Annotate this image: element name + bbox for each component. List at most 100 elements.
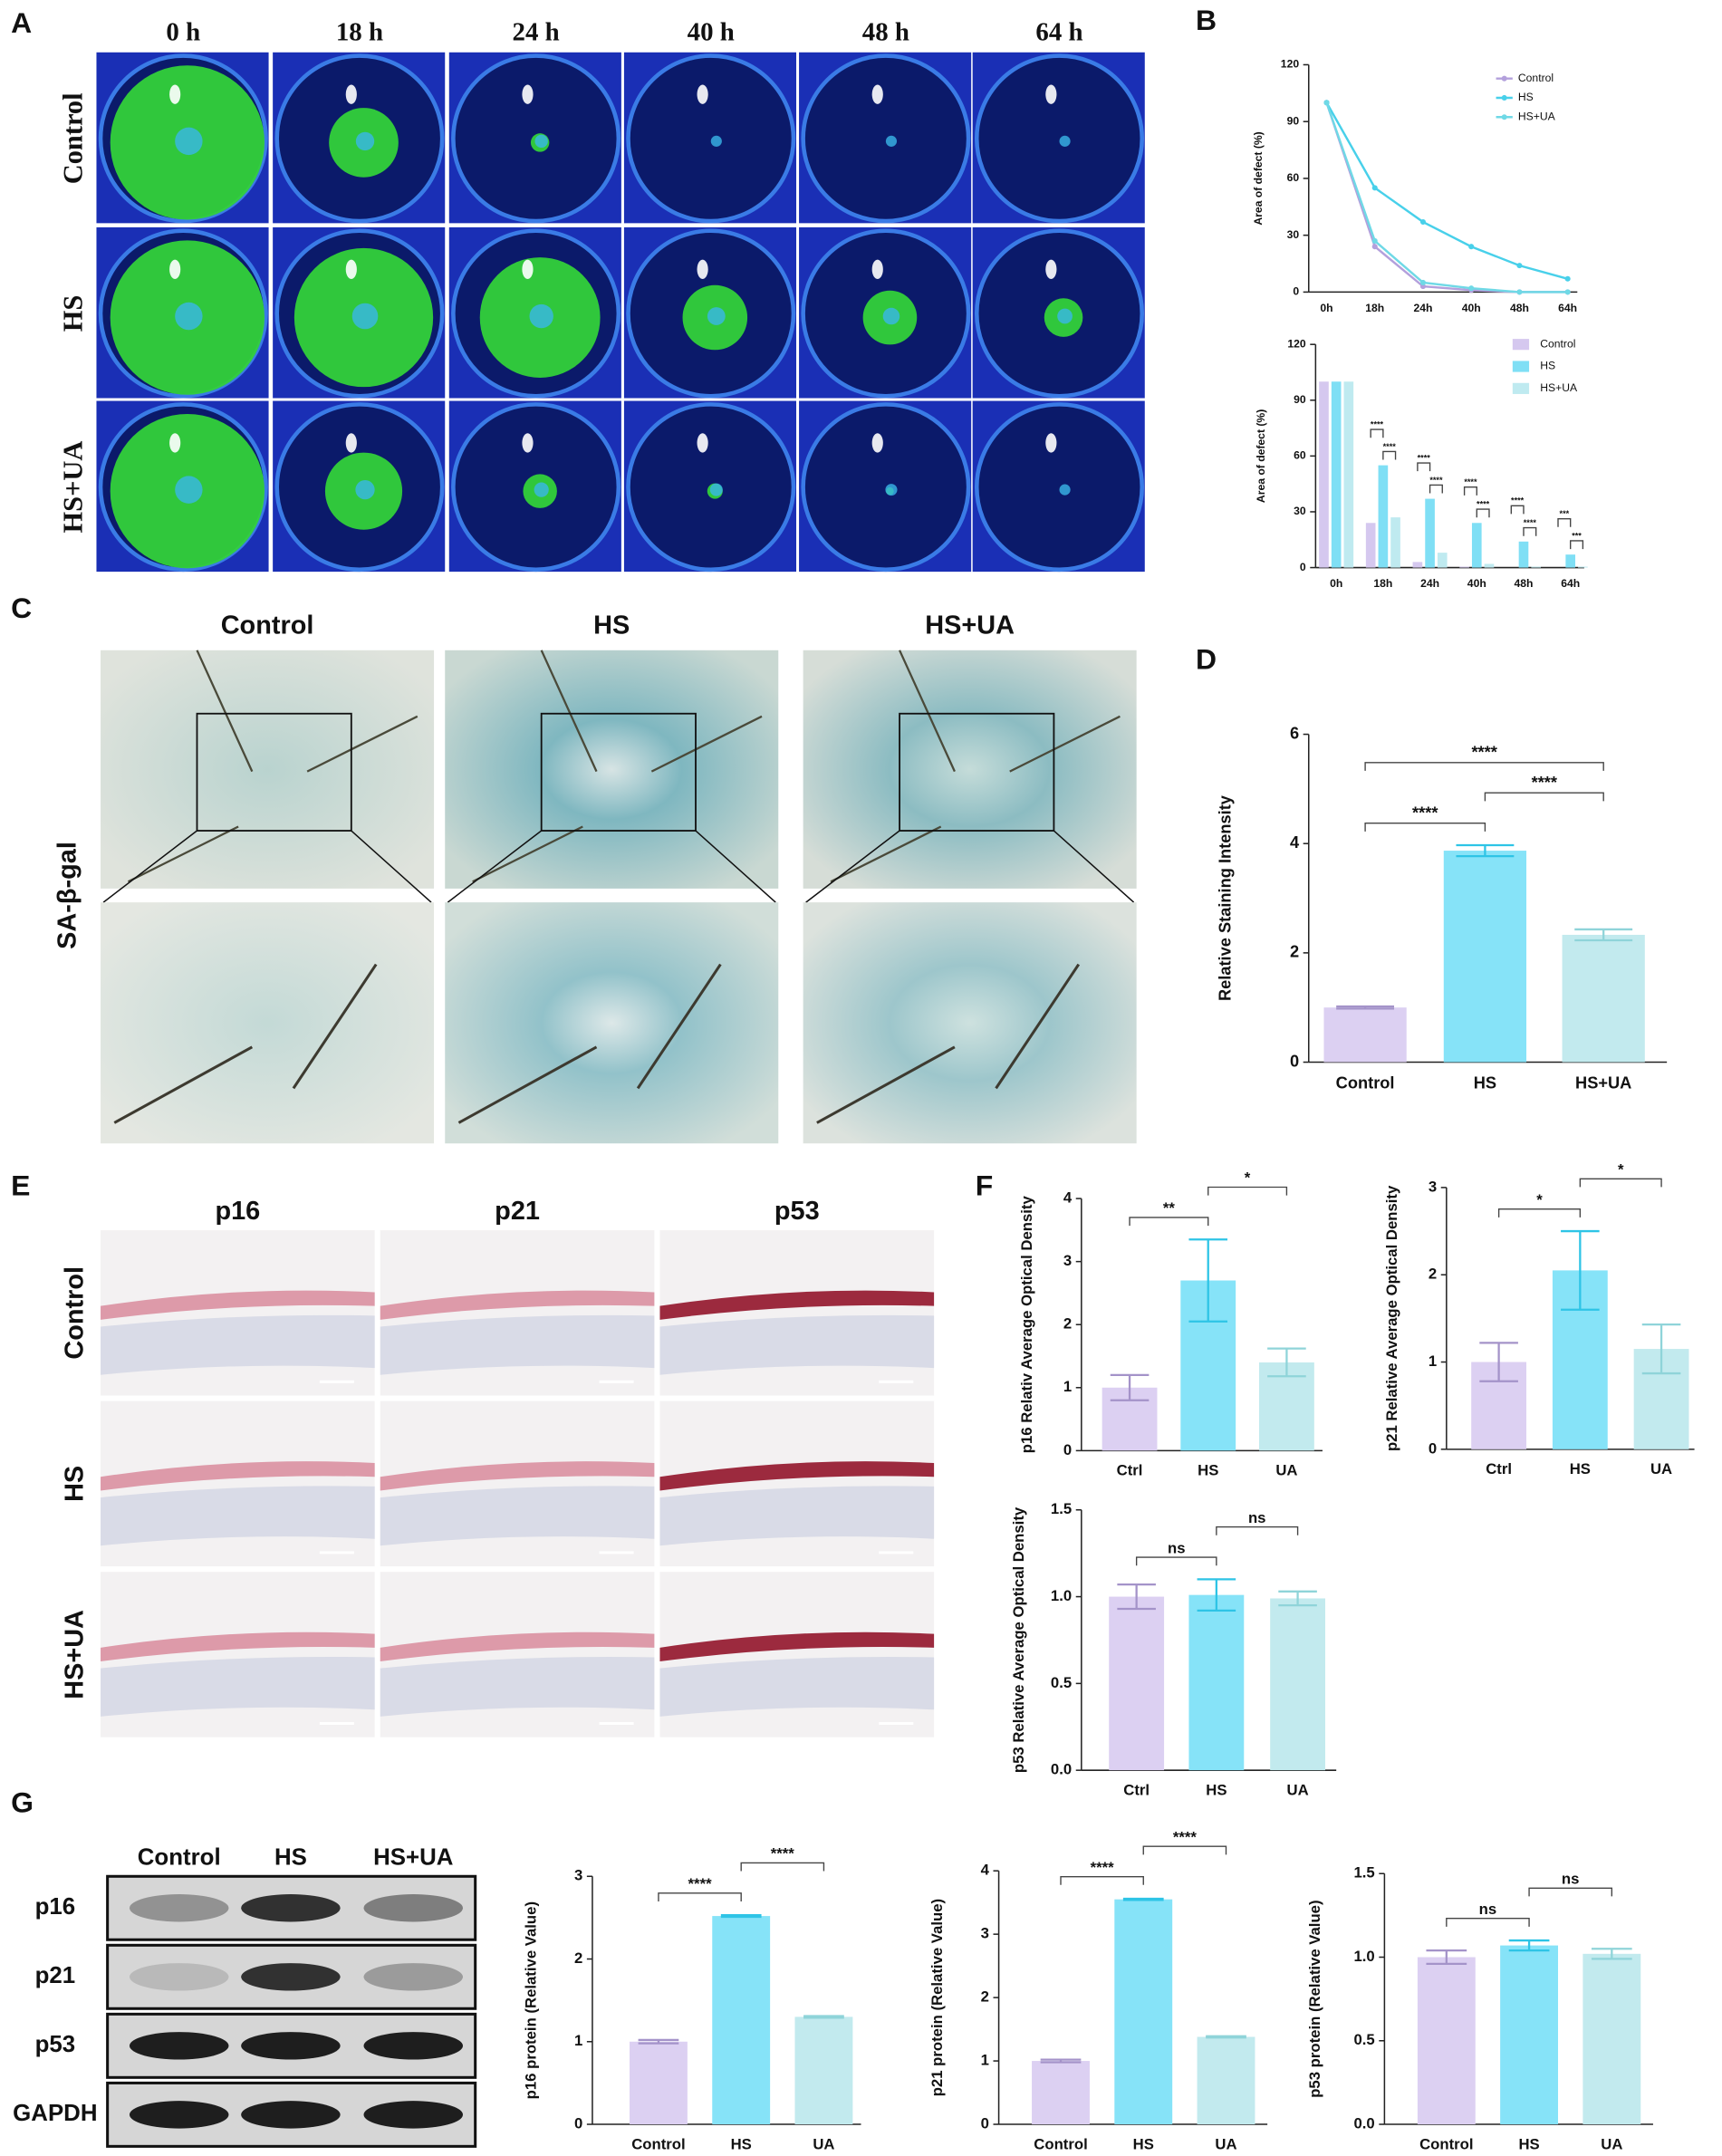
cornea-spot <box>175 476 203 504</box>
epithelium <box>101 1631 375 1662</box>
y-tick-label: 2 <box>1063 1315 1072 1333</box>
bar <box>1390 517 1400 568</box>
legend-label: Control <box>1540 337 1575 350</box>
cornea-spot <box>175 127 203 156</box>
reflection <box>1045 84 1057 104</box>
y-tick-label: 6 <box>1290 723 1299 742</box>
significance-label: **** <box>688 1875 713 1892</box>
y-tick-label: 60 <box>1294 449 1306 462</box>
significance-label: ns <box>1168 1539 1186 1556</box>
reflection <box>697 433 708 453</box>
point <box>1371 244 1378 250</box>
point <box>1468 285 1475 292</box>
point <box>1516 263 1523 269</box>
y-tick-label: 4 <box>1063 1189 1073 1206</box>
y-tick-label: 3 <box>1063 1252 1072 1269</box>
legend-label: Control <box>1518 72 1554 84</box>
marker-label: p16 <box>215 1197 260 1226</box>
stroma <box>380 1486 655 1546</box>
significance-label: **** <box>1524 518 1537 527</box>
cornea-spot <box>885 135 898 147</box>
panel-letter: C <box>11 592 32 624</box>
y-tick-label: 1 <box>1429 1352 1437 1370</box>
x-tick-label: UA <box>813 2135 834 2152</box>
significance-label: *** <box>1560 509 1570 518</box>
significance-label: * <box>1618 1160 1624 1178</box>
series-line <box>1325 101 1568 280</box>
reflection <box>169 433 181 453</box>
significance-bracket <box>1528 1887 1613 1897</box>
y-tick-label: 0.5 <box>1353 2031 1374 2048</box>
timepoint-label: 18 h <box>336 18 383 47</box>
significance-bracket <box>1463 486 1477 496</box>
significance-bracket <box>1523 526 1537 536</box>
significance-bracket <box>1142 1845 1227 1855</box>
group-label: HS <box>593 611 630 640</box>
significance-bracket <box>1476 508 1490 518</box>
significance-label: **** <box>1173 1828 1198 1845</box>
reflection <box>522 433 534 453</box>
x-tick-label: Ctrl <box>1123 1781 1150 1798</box>
cornea-spot <box>710 135 722 147</box>
x-tick-label: 24h <box>1413 302 1432 314</box>
significance-bracket <box>1364 823 1486 832</box>
x-tick-label: HS <box>1198 1462 1218 1479</box>
cornea-spot <box>885 484 898 496</box>
x-tick-label: 48h <box>1515 577 1534 590</box>
protein-label: p21 <box>35 1963 76 1988</box>
protein-label: p53 <box>35 2032 76 2057</box>
x-tick-label: Ctrl <box>1486 1460 1512 1477</box>
x-tick-label: HS <box>1570 1460 1591 1477</box>
cornea-spot <box>1057 308 1073 324</box>
point <box>1371 185 1378 191</box>
stroma <box>659 1486 935 1546</box>
significance-bracket <box>1135 1556 1217 1566</box>
x-tick-label: UA <box>1275 1462 1297 1479</box>
cornea-spot <box>529 303 553 329</box>
y-tick-label: 4 <box>981 1862 990 1879</box>
x-tick-label: 18h <box>1373 577 1392 590</box>
timepoint-label: 0 h <box>166 18 200 47</box>
y-axis-label: Area of defect (%) <box>1252 131 1265 225</box>
x-tick-label: UA <box>1215 2135 1236 2152</box>
bar <box>1323 1007 1407 1063</box>
significance-bracket <box>1484 792 1604 802</box>
reflection <box>169 259 181 279</box>
y-tick-label: 60 <box>1287 171 1300 184</box>
y-tick-label: 2 <box>1290 942 1299 961</box>
bar <box>1331 381 1342 568</box>
reflection <box>345 433 357 453</box>
tissue-crack <box>830 650 1121 883</box>
zoom-box <box>899 712 1055 832</box>
legend-swatch <box>1501 75 1507 82</box>
significance-bracket <box>658 1892 742 1901</box>
group-label: Control <box>60 1266 89 1360</box>
significance-label: *** <box>1572 531 1582 540</box>
significance-bracket <box>1207 1186 1288 1196</box>
panel-letter: A <box>11 6 32 39</box>
y-tick-label: 0.0 <box>1353 2114 1374 2132</box>
cornea-spot <box>1059 484 1071 496</box>
series-line <box>1325 101 1568 294</box>
blot-band <box>241 2032 341 2060</box>
significance-label: ns <box>1248 1509 1266 1526</box>
cornea-spot <box>534 134 548 149</box>
y-tick-label: 1 <box>981 2051 989 2068</box>
x-tick-label: HS <box>1518 2135 1539 2152</box>
y-tick-label: 1 <box>574 2032 582 2049</box>
significance-bracket <box>1216 1526 1299 1535</box>
reflection <box>697 84 708 104</box>
stroma <box>101 1314 375 1375</box>
stain-image-zoom <box>803 902 1137 1144</box>
stroma <box>380 1314 655 1375</box>
legend-swatch <box>1512 382 1530 394</box>
significance-bracket <box>1497 1208 1582 1218</box>
significance-bracket <box>1060 1875 1144 1885</box>
epithelium <box>659 1290 935 1320</box>
y-tick-label: 2 <box>981 1988 989 2006</box>
cornea-spot <box>709 483 723 496</box>
y-tick-label: 3 <box>574 1867 582 1884</box>
y-tick-label: 120 <box>1287 337 1306 350</box>
tissue-crack <box>816 963 1081 1124</box>
significance-label: **** <box>1464 477 1477 486</box>
